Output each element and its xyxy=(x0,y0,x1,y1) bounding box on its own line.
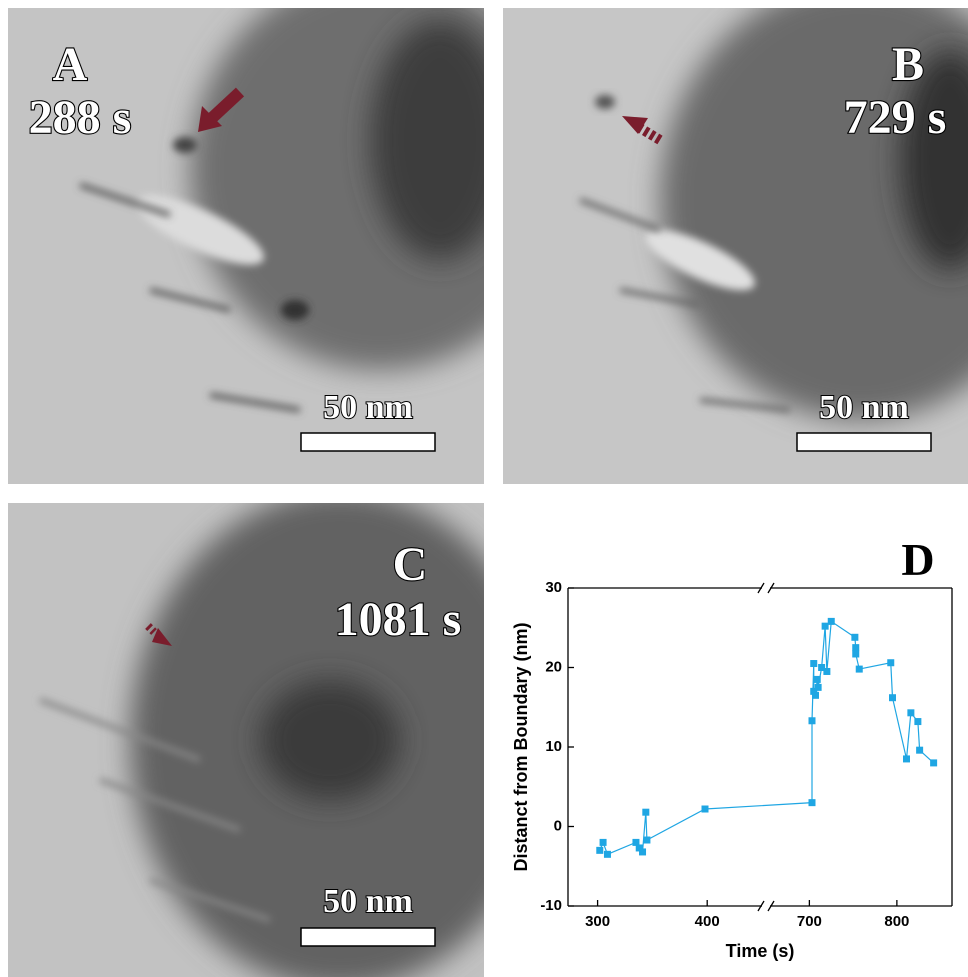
data-point xyxy=(823,668,830,675)
data-point xyxy=(851,634,858,641)
tem-image xyxy=(8,0,570,484)
data-point xyxy=(916,747,923,754)
chart-title: D xyxy=(901,534,934,585)
data-point xyxy=(814,676,821,683)
data-point xyxy=(856,666,863,673)
data-line xyxy=(600,621,934,854)
data-point xyxy=(809,717,816,724)
data-point xyxy=(600,839,607,846)
panel-label: B xyxy=(892,38,924,91)
figure: A 288 s 50 nm B 729 s 50 nm C 1081 s 50 … xyxy=(0,0,968,977)
data-point xyxy=(639,848,646,855)
data-point xyxy=(852,644,859,651)
y-tick-label: -10 xyxy=(540,897,562,914)
scale-bar xyxy=(301,928,435,946)
data-point xyxy=(852,650,859,657)
scale-label: 50 nm xyxy=(323,883,413,920)
scale-label: 50 nm xyxy=(819,389,909,426)
data-point xyxy=(903,755,910,762)
data-point xyxy=(702,806,709,813)
panel-time: 1081 s xyxy=(335,593,462,646)
panel-label: A xyxy=(53,38,88,91)
tem-image xyxy=(8,490,550,977)
data-point xyxy=(815,684,822,691)
panel-label: C xyxy=(393,538,428,591)
x-tick-label: 700 xyxy=(797,913,822,930)
data-point xyxy=(822,623,829,630)
panel-time: 729 s xyxy=(844,91,947,144)
scale-bar xyxy=(301,433,435,451)
data-point xyxy=(642,809,649,816)
x-tick-label: 800 xyxy=(884,913,909,930)
data-point xyxy=(828,618,835,625)
scale-label: 50 nm xyxy=(323,389,413,426)
data-point xyxy=(643,837,650,844)
scale-bar xyxy=(797,433,931,451)
y-axis-label: Distanct from Boundary (nm) xyxy=(511,622,531,871)
data-point xyxy=(887,659,894,666)
x-tick-label: 400 xyxy=(695,913,720,930)
data-point xyxy=(930,759,937,766)
data-point xyxy=(809,799,816,806)
x-tick-label: 300 xyxy=(585,913,610,930)
data-point xyxy=(812,692,819,699)
y-tick-label: 20 xyxy=(545,658,562,675)
data-point xyxy=(604,851,611,858)
x-axis-label: Time (s) xyxy=(726,941,795,961)
y-tick-label: 0 xyxy=(554,817,562,834)
y-tick-label: 10 xyxy=(545,738,562,755)
data-point xyxy=(889,694,896,701)
panel-time: 288 s xyxy=(29,91,132,144)
data-point xyxy=(907,709,914,716)
y-tick-label: 30 xyxy=(545,579,562,596)
data-point xyxy=(810,660,817,667)
data-point xyxy=(596,847,603,854)
data-point xyxy=(914,718,921,725)
